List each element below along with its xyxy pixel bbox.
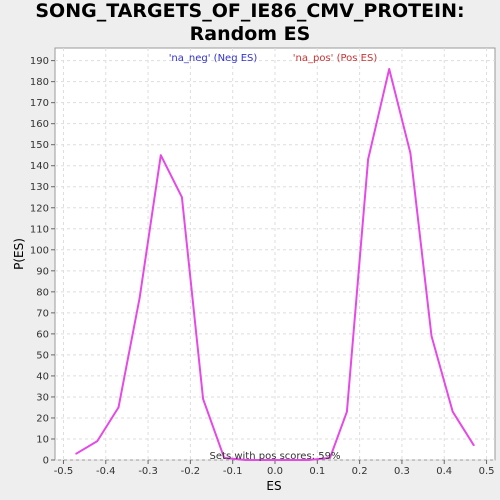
data-point xyxy=(244,459,247,461)
data-point xyxy=(265,459,268,461)
y-tick-label: 110 xyxy=(30,224,49,235)
legend-pos-es: 'na_pos' (Pos ES) xyxy=(293,53,378,64)
y-tick-label: 190 xyxy=(30,56,49,67)
data-point xyxy=(159,154,162,157)
data-point xyxy=(472,444,475,447)
data-point xyxy=(329,456,331,459)
x-tick-label: 0.3 xyxy=(394,466,410,477)
x-tick-label: 0.5 xyxy=(479,466,495,477)
y-axis: 0 10 20 30 40 50 60 70 80 90 100 110 120 130 140 150 160… xyxy=(30,56,55,467)
data-point xyxy=(181,196,183,199)
x-tick-label: 0.2 xyxy=(352,466,368,477)
y-tick-label: 150 xyxy=(30,140,49,151)
y-tick-label: 130 xyxy=(30,182,49,193)
x-tick-label: -0.2 xyxy=(181,466,201,477)
y-tick-label: 60 xyxy=(36,329,49,340)
data-point xyxy=(202,398,204,400)
data-point xyxy=(307,459,310,461)
x-tick-label: -0.4 xyxy=(96,466,116,477)
y-tick-label: 10 xyxy=(36,434,49,445)
legend-neg-es: 'na_neg' (Neg ES) xyxy=(169,53,258,64)
series-line-0 xyxy=(75,68,475,461)
data-point xyxy=(367,158,369,161)
y-tick-label: 80 xyxy=(36,287,49,298)
x-tick-label: 0.4 xyxy=(436,466,452,477)
x-tick-label: -0.3 xyxy=(138,466,158,477)
y-tick-label: 170 xyxy=(30,98,49,109)
data-point xyxy=(409,152,412,155)
y-tick-label: 30 xyxy=(36,392,49,403)
data-point xyxy=(451,410,454,413)
y-tick-label: 160 xyxy=(30,119,49,130)
data-point xyxy=(96,440,99,442)
y-tick-label: 100 xyxy=(30,245,49,256)
data-point xyxy=(117,406,120,409)
y-axis-label: P(ES) xyxy=(12,238,26,270)
x-tick-label: 0.1 xyxy=(309,466,325,477)
y-tick-label: 50 xyxy=(36,350,49,361)
x-tick-label: 0.0 xyxy=(267,466,283,477)
data-point xyxy=(75,452,78,455)
y-tick-label: 120 xyxy=(30,203,49,214)
y-tick-label: 90 xyxy=(36,266,49,277)
series-layer xyxy=(75,68,475,461)
data-point xyxy=(223,456,226,459)
y-tick-label: 0 xyxy=(43,456,49,467)
pos-scores-annotation: Sets with pos scores: 59% xyxy=(210,451,341,462)
x-axis-label: ES xyxy=(266,479,281,493)
data-point xyxy=(346,410,348,413)
y-tick-label: 140 xyxy=(30,161,49,172)
data-point xyxy=(430,335,433,337)
x-axis: -0.5 -0.4 -0.3 -0.2 -0.1 0.0 0.1 0.2 0.3 0.4 0.5 xyxy=(54,460,495,477)
x-tick-label: -0.5 xyxy=(54,466,74,477)
data-point xyxy=(388,68,391,70)
data-point xyxy=(138,297,141,300)
y-tick-label: 20 xyxy=(36,413,49,424)
y-tick-label: 70 xyxy=(36,308,49,319)
x-tick-label: -0.1 xyxy=(223,466,243,477)
y-tick-label: 180 xyxy=(30,77,49,88)
data-point xyxy=(286,459,289,461)
y-tick-label: 40 xyxy=(36,371,49,382)
grid xyxy=(55,48,495,461)
chart-title-line-1: SONG_TARGETS_OF_IE86_CMV_PROTEIN: Random… xyxy=(35,0,465,45)
